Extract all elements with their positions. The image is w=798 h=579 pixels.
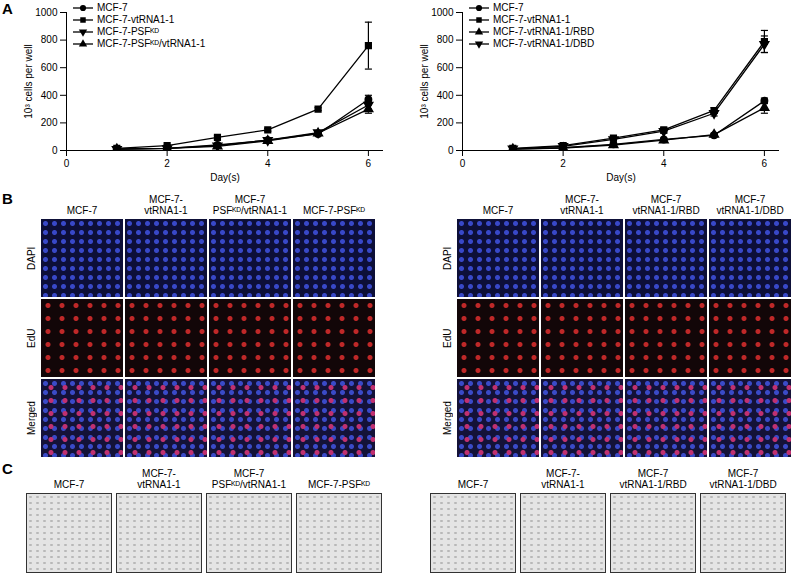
html-text:MCF-7 PSFᴷᴰ/vtRNA1-1: MCF-7 PSFᴷᴰ/vtRNA1-1 (212, 194, 288, 216)
svg-text:200: 200 (41, 117, 58, 128)
svg-text:1000: 1000 (431, 7, 454, 18)
svg-text:0: 0 (64, 158, 70, 169)
html-text:Merged: Merged (441, 401, 453, 435)
html-text:MCF-7 vtRNA1-1/RBD: MCF-7 vtRNA1-1/RBD (619, 468, 687, 490)
svg-text:400: 400 (437, 90, 454, 101)
html-text:MCF-7-PSFᴷᴰ/vtRNA1-1: MCF-7-PSFᴷᴰ/vtRNA1-1 (97, 38, 206, 49)
svg-text:0: 0 (460, 158, 466, 169)
html-text:MCF-7-PSFᴷᴰ: MCF-7-PSFᴷᴰ (303, 205, 365, 216)
svg-text:6: 6 (366, 158, 372, 169)
html-text:MCF-7 vtRNA1-1/DBD: MCF-7 vtRNA1-1/DBD (716, 194, 784, 216)
svg-text:10³ cells per well: 10³ cells per well (23, 44, 34, 118)
svg-text:4: 4 (265, 158, 271, 169)
svg-text:10³ cells per well: 10³ cells per well (419, 44, 430, 118)
svg-text:800: 800 (41, 34, 58, 45)
svg-text:6: 6 (762, 158, 768, 169)
html-text:MCF-7: MCF-7 (482, 205, 514, 216)
html-text:MCF-7- vtRNA1-1: MCF-7- vtRNA1-1 (144, 194, 188, 216)
html-text:EdU: EdU (25, 328, 37, 348)
svg-text:Day(s): Day(s) (210, 172, 239, 183)
html-text:MCF-7 vtRNA1-1/RBD: MCF-7 vtRNA1-1/RBD (632, 194, 700, 216)
svg-text:1000: 1000 (35, 7, 58, 18)
svg-text:400: 400 (41, 90, 58, 101)
svg-text:2: 2 (560, 158, 566, 169)
html-text:MCF-7: MCF-7 (66, 205, 98, 216)
html-text:MCF-7- vtRNA1-1: MCF-7- vtRNA1-1 (541, 468, 585, 490)
svg-text:0: 0 (52, 145, 58, 156)
html-text:EdU: EdU (441, 328, 453, 348)
svg-text:2: 2 (164, 158, 170, 169)
html-text:MCF-7 PSFᴷᴰ/vtRNA1-1: MCF-7 PSFᴷᴰ/vtRNA1-1 (211, 468, 287, 490)
html-text:MCF-7: MCF-7 (457, 479, 489, 490)
html-text:MCF-7- vtRNA1-1: MCF-7- vtRNA1-1 (137, 468, 181, 490)
svg-text:0: 0 (448, 145, 454, 156)
html-text:DAPI: DAPI (441, 246, 453, 270)
html-text:MCF-7: MCF-7 (53, 479, 85, 490)
html-text:MCF-7: MCF-7 (493, 2, 524, 13)
html-text:MCF-7-PSFᴷᴰ: MCF-7-PSFᴷᴰ (97, 26, 160, 37)
svg-text:4: 4 (661, 158, 667, 169)
html-text:MCF-7-vtRNA1-1/RBD: MCF-7-vtRNA1-1/RBD (493, 26, 595, 37)
svg-text:800: 800 (437, 34, 454, 45)
html-text:MCF-7: MCF-7 (97, 2, 128, 13)
svg-text:Day(s): Day(s) (606, 172, 635, 183)
html-text:C: C (2, 460, 13, 477)
html-text:MCF-7-vtRNA1-1: MCF-7-vtRNA1-1 (97, 14, 175, 25)
html-text:MCF-7-vtRNA1-1: MCF-7-vtRNA1-1 (493, 14, 571, 25)
html-text:Merged: Merged (25, 401, 37, 435)
html-text:A: A (2, 0, 13, 17)
html-text:B: B (2, 190, 13, 207)
html-text:DAPI: DAPI (25, 246, 37, 270)
html-text:MCF-7-vtRNA1-1/DBD: MCF-7-vtRNA1-1/DBD (493, 38, 595, 49)
html-text:MCF-7 vtRNA1-1/DBD: MCF-7 vtRNA1-1/DBD (709, 468, 777, 490)
svg-text:200: 200 (437, 117, 454, 128)
html-text:MCF-7- vtRNA1-1: MCF-7- vtRNA1-1 (560, 194, 604, 216)
svg-text:600: 600 (41, 62, 58, 73)
html-text:MCF-7-PSFᴷᴰ: MCF-7-PSFᴷᴰ (308, 479, 370, 490)
svg-text:600: 600 (437, 62, 454, 73)
